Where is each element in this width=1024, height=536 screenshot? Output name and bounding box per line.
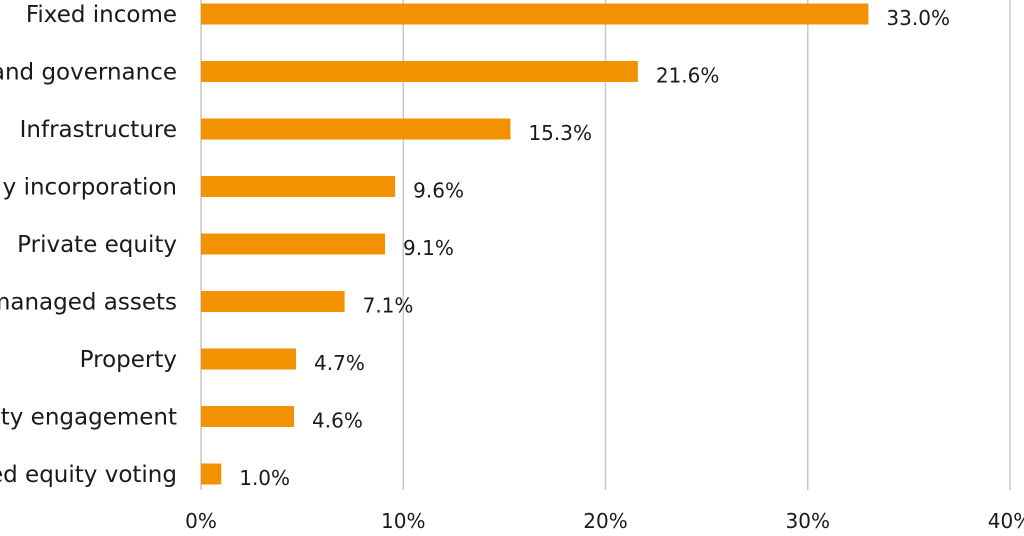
x-tick-label: 40% <box>988 509 1024 533</box>
bar <box>201 3 869 25</box>
category-label: Fixed income <box>26 2 177 28</box>
value-label: 9.1% <box>403 236 454 260</box>
bars <box>201 3 869 485</box>
category-label: and governance <box>0 60 177 86</box>
category-label: managed assets <box>0 290 177 316</box>
value-label: 4.7% <box>314 351 365 375</box>
value-label: 4.6% <box>312 409 363 433</box>
bar <box>201 406 295 427</box>
value-label: 9.6% <box>413 179 464 203</box>
value-label: 15.3% <box>528 121 592 145</box>
category-labels: Fixed income and governance Infrastructure… <box>0 2 177 488</box>
category-label: ed equity voting <box>0 462 177 488</box>
x-tick-label: 10% <box>381 509 425 533</box>
x-tick-label: 20% <box>583 509 627 533</box>
category-label: ty engagement <box>1 405 177 431</box>
value-label: 33.0% <box>886 6 950 30</box>
bar <box>201 463 222 485</box>
category-label: Property <box>80 347 177 373</box>
x-tick-label: 30% <box>786 509 830 533</box>
value-labels: 33.0% 21.6% 15.3% 9.6% 9.1% 7.1% 4.7% 4.6% 1.0% <box>239 6 950 490</box>
bar <box>201 118 511 140</box>
category-label: y incorporation <box>3 175 177 201</box>
category-label: Infrastructure <box>20 117 177 143</box>
value-label: 1.0% <box>239 466 290 490</box>
category-label: Private equity <box>17 232 177 258</box>
x-tick-label: 0% <box>185 509 217 533</box>
x-axis-tick-labels: 0% 10% 20% 30% 40% <box>185 509 1024 533</box>
value-label: 7.1% <box>363 294 414 318</box>
bar <box>201 233 386 255</box>
value-label: 21.6% <box>656 64 720 88</box>
bar <box>201 61 638 82</box>
bar <box>201 176 396 197</box>
bar <box>201 291 345 312</box>
bar <box>201 348 297 370</box>
